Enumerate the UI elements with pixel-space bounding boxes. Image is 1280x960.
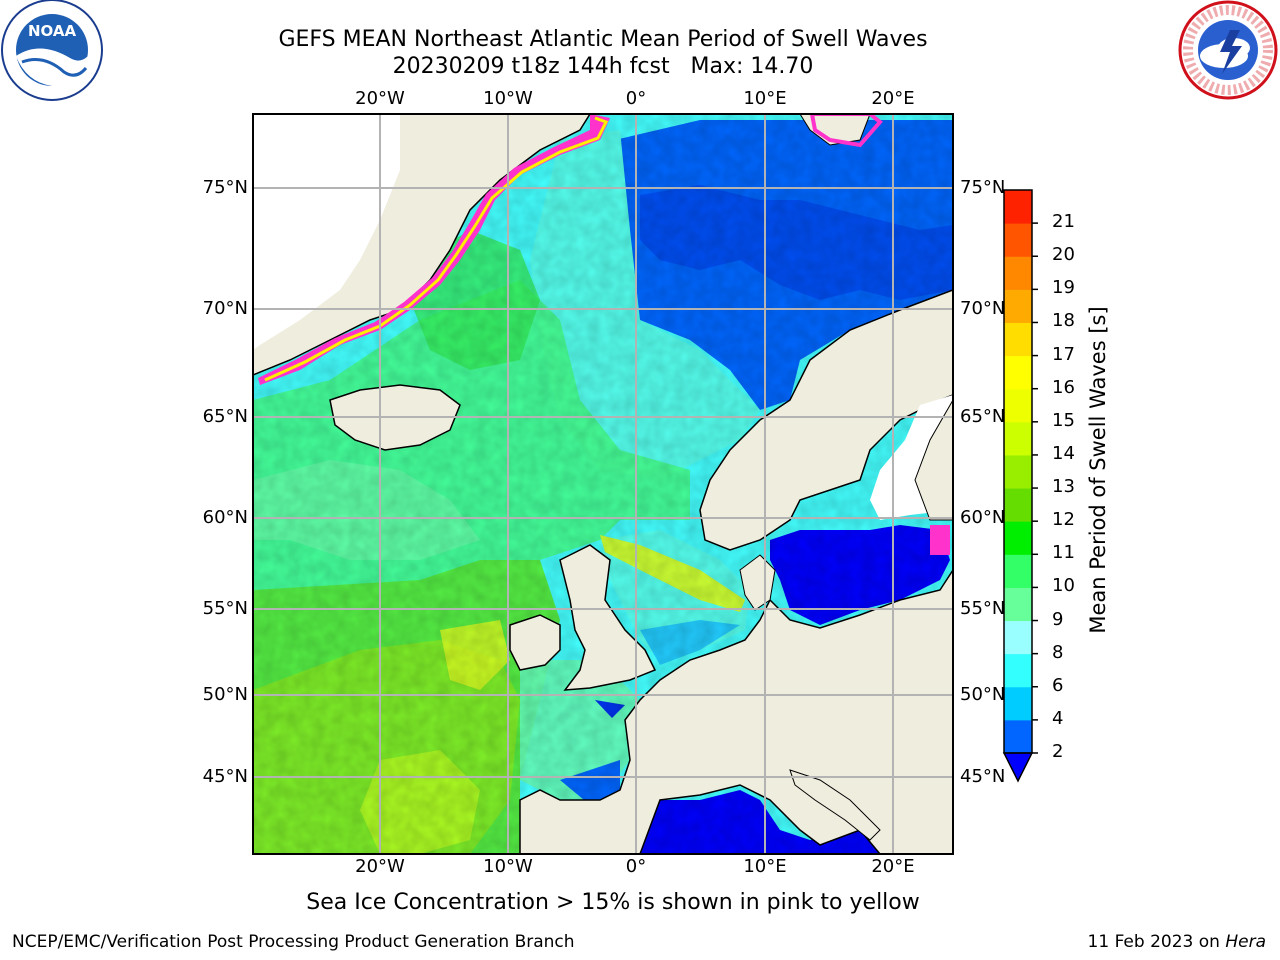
colorbar-segment — [1004, 454, 1032, 489]
chart-subtitle: 20230209 t18z 144h fcst Max: 14.70 — [392, 54, 814, 79]
colorbar-segment — [1004, 488, 1032, 522]
colorbar — [1002, 189, 1038, 783]
colorbar-segment — [1004, 653, 1032, 688]
lon-label-bottom: 0° — [625, 856, 647, 877]
scandinavia-land — [699, 289, 953, 551]
colorbar-tick-label: 21 — [1052, 211, 1075, 233]
lon-label-bottom: 20°W — [355, 856, 405, 877]
nws-logo — [1178, 0, 1278, 100]
colorbar-segment — [1004, 686, 1032, 721]
colorbar-segment — [1004, 421, 1032, 456]
ireland-land — [509, 614, 561, 671]
colorbar-tick-label: 15 — [1052, 409, 1075, 431]
colorbar-segment — [1004, 355, 1032, 390]
lat-label-right: 50°N — [960, 684, 1006, 705]
colorbar-tick-label: 16 — [1052, 376, 1075, 398]
noaa-logo-text: NOAA — [28, 22, 77, 40]
colorbar-segment — [1004, 521, 1032, 555]
colorbar-segment — [1004, 223, 1032, 257]
colorbar-segment — [1004, 256, 1032, 290]
map-panel — [253, 114, 953, 854]
lat-label-left: 65°N — [202, 406, 248, 427]
colorbar-under-arrow — [1002, 752, 1034, 783]
run-date: 11 Feb 2023 on Hera — [1088, 932, 1266, 952]
graticule — [253, 114, 953, 854]
colorbar-segment — [1004, 289, 1032, 323]
colorbar-tick-label: 17 — [1052, 343, 1075, 365]
lon-label-bottom: 10°E — [743, 856, 787, 877]
great-britain-land — [559, 544, 657, 691]
colorbar-tick-label: 12 — [1052, 509, 1075, 531]
lon-label-bottom: 20°E — [871, 856, 915, 877]
colorbar-segment — [1004, 190, 1032, 224]
lat-label-right: 60°N — [960, 507, 1006, 528]
colorbar-segment — [1004, 322, 1032, 357]
colorbar-tick-label: 6 — [1052, 674, 1064, 696]
colorbar-tick-label: 20 — [1052, 244, 1075, 266]
lat-label-right: 45°N — [960, 766, 1006, 787]
colorbar-tick-label: 2 — [1052, 741, 1064, 762]
colorbar-segment — [1004, 554, 1032, 588]
colorbar-outline — [1003, 189, 1033, 754]
europe-land — [519, 568, 953, 854]
lon-label-top: 20°E — [871, 88, 915, 109]
lat-label-left: 50°N — [202, 684, 248, 705]
lat-label-left: 75°N — [202, 177, 248, 198]
lat-label-left: 60°N — [202, 507, 248, 528]
lat-label-left: 45°N — [202, 766, 248, 787]
colorbar-tick-label: 11 — [1052, 542, 1075, 564]
noaa-logo: NOAA — [1, 0, 103, 101]
lat-label-right: 75°N — [960, 177, 1006, 198]
colorbar-tick-label: 18 — [1052, 310, 1075, 332]
lon-label-top: 0° — [625, 88, 647, 109]
colorbar-tick-label: 10 — [1052, 575, 1075, 597]
lat-label-right: 55°N — [960, 598, 1006, 619]
lon-label-top: 10°W — [483, 88, 533, 109]
colorbar-tick-label: 8 — [1052, 641, 1064, 663]
sea-ice-note: Sea Ice Concentration > 15% is shown in … — [306, 890, 920, 915]
lon-label-bottom: 10°W — [483, 856, 533, 877]
colorbar-tick-label: 14 — [1052, 442, 1075, 464]
lat-label-left: 55°N — [202, 598, 248, 619]
colorbar-tick-label: 13 — [1052, 476, 1075, 498]
map-frame — [252, 113, 954, 855]
colorbar-segment — [1004, 620, 1032, 655]
host-name: Hera — [1225, 932, 1266, 952]
lon-label-top: 10°E — [743, 88, 787, 109]
colorbar-title: Mean Period of Swell Waves [s] — [1086, 306, 1110, 634]
colorbar-segment — [1004, 587, 1032, 622]
credit-text: NCEP/EMC/Verification Post Processing Pr… — [12, 932, 575, 952]
lat-label-left: 70°N — [202, 298, 248, 319]
chart-title: GEFS MEAN Northeast Atlantic Mean Period… — [278, 27, 928, 52]
colorbar-tick-label: 9 — [1052, 608, 1064, 630]
colorbar-tick-label: 19 — [1052, 277, 1075, 299]
colorbar-segment — [1004, 719, 1032, 754]
lat-label-right: 70°N — [960, 298, 1006, 319]
lat-label-right: 65°N — [960, 406, 1006, 427]
colorbar-segment — [1004, 388, 1032, 423]
colorbar-tick-label: 4 — [1052, 707, 1064, 729]
lon-label-top: 20°W — [355, 88, 405, 109]
run-date-text: 11 Feb 2023 on — [1087, 932, 1226, 952]
